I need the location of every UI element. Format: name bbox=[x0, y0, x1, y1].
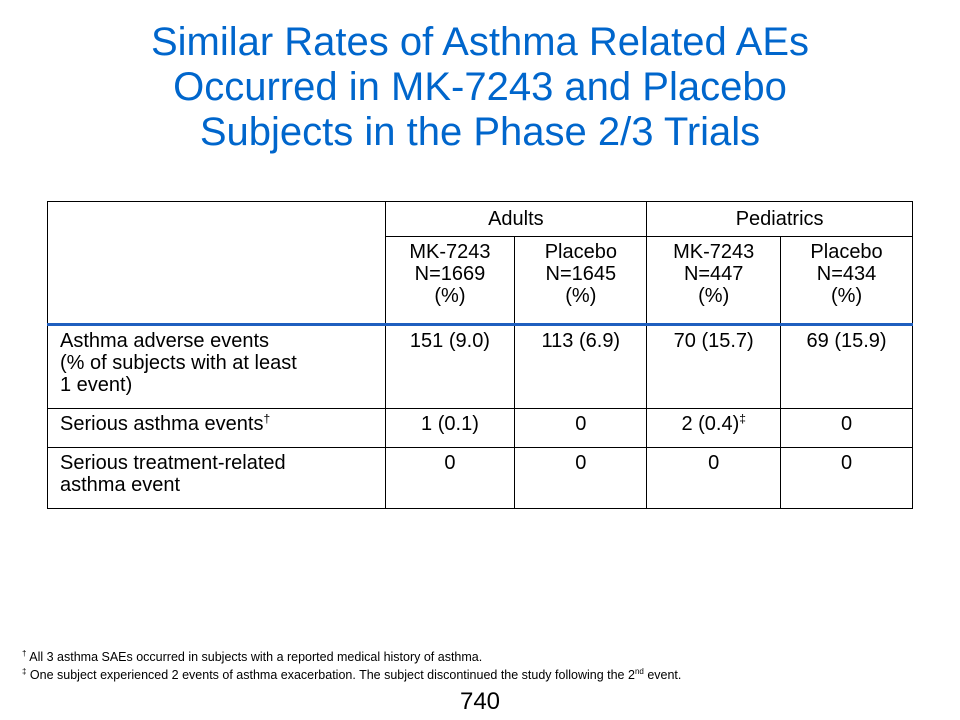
footnote-text: One subject experienced 2 events of asth… bbox=[26, 668, 635, 682]
column-header-line: N=1669 bbox=[414, 263, 486, 285]
row-label-line: asthma event bbox=[60, 474, 181, 496]
table-cell: 113 (6.9) bbox=[514, 324, 648, 409]
title-line-3: Subjects in the Phase 2/3 Trials bbox=[199, 110, 761, 154]
title-line-2: Occurred in MK-7243 and Placebo bbox=[173, 65, 787, 109]
table-cell: 0 bbox=[780, 408, 913, 448]
page-number: 740 bbox=[459, 688, 501, 715]
table-cell: 0 bbox=[514, 408, 648, 448]
ordinal-suffix: nd bbox=[634, 666, 644, 676]
footnote-double-dagger: ‡ One subject experienced 2 events of as… bbox=[22, 666, 942, 684]
column-header-line: (%) bbox=[434, 285, 466, 307]
table-cell: 1 (0.1) bbox=[384, 408, 516, 448]
row-label-serious-asthma-events: Serious asthma events† bbox=[47, 408, 386, 448]
table-cell: 0 bbox=[384, 447, 516, 509]
column-header-adults-mk7243: MK-7243 N=1669 (%) bbox=[384, 236, 516, 326]
row-label-line: (% of subjects with at least bbox=[60, 352, 297, 374]
row-label-line: Asthma adverse events bbox=[60, 330, 269, 352]
table-cell: 0 bbox=[646, 447, 782, 509]
row-label-line: Serious treatment-related bbox=[60, 452, 286, 474]
column-header-line: MK-7243 bbox=[409, 241, 491, 263]
table-cell: 2 (0.4)‡ bbox=[646, 408, 782, 448]
table-corner-cell bbox=[47, 201, 386, 326]
table-cell-value: 2 (0.4) bbox=[681, 413, 740, 435]
dagger-footnote-marker: † bbox=[263, 411, 271, 426]
column-header-line: (%) bbox=[698, 285, 730, 307]
table-column-header-row: MK-7243 N=1669 (%) Placebo N=1645 (%) MK… bbox=[48, 236, 913, 326]
title-line-1: Similar Rates of Asthma Related AEs bbox=[150, 20, 810, 64]
table-cell: 0 bbox=[514, 447, 648, 509]
double-dagger-mark: ‡ bbox=[22, 666, 27, 676]
footnote-dagger: † All 3 asthma SAEs occurred in subjects… bbox=[22, 648, 942, 666]
column-header-adults-placebo: Placebo N=1645 (%) bbox=[514, 236, 648, 326]
group-header-adults: Adults bbox=[384, 201, 648, 237]
dagger-mark: † bbox=[22, 648, 27, 658]
table-row: Serious asthma events† 1 (0.1) 0 2 (0.4)… bbox=[47, 408, 913, 448]
table-cell: 151 (9.0) bbox=[384, 324, 516, 409]
column-header-line: N=1645 bbox=[545, 263, 617, 285]
row-label-text: Serious asthma events bbox=[60, 413, 264, 435]
row-label-serious-treatment-related: Serious treatment-related asthma event bbox=[47, 447, 386, 509]
column-header-line: N=447 bbox=[683, 263, 744, 285]
slide-title: Similar Rates of Asthma Related AEs Occu… bbox=[40, 20, 920, 155]
column-header-line: (%) bbox=[831, 285, 863, 307]
group-header-pediatrics: Pediatrics bbox=[646, 201, 913, 237]
table-cell: 69 (15.9) bbox=[780, 324, 913, 409]
row-label-asthma-adverse-events: Asthma adverse events (% of subjects wit… bbox=[47, 324, 386, 409]
column-header-line: Placebo bbox=[544, 241, 617, 263]
column-header-line: Placebo bbox=[810, 241, 883, 263]
column-header-pediatrics-mk7243: MK-7243 N=447 (%) bbox=[646, 236, 782, 326]
table-row: Asthma adverse events (% of subjects wit… bbox=[47, 324, 913, 409]
double-dagger-footnote-marker: ‡ bbox=[739, 411, 746, 426]
column-header-line: MK-7243 bbox=[673, 241, 755, 263]
table-group-header-row: Adults Pediatrics bbox=[47, 201, 913, 326]
row-label-line: 1 event) bbox=[60, 374, 133, 396]
table-row: Serious treatment-related asthma event 0… bbox=[47, 447, 913, 509]
asthma-events-table: Adults Pediatrics MK-7243 N=1669 (%) Pla… bbox=[47, 201, 913, 509]
table-cell: 0 bbox=[780, 447, 913, 509]
table-cell: 70 (15.7) bbox=[646, 324, 782, 409]
footnotes: † All 3 asthma SAEs occurred in subjects… bbox=[22, 648, 942, 684]
column-header-line: N=434 bbox=[816, 263, 877, 285]
column-header-pediatrics-placebo: Placebo N=434 (%) bbox=[780, 236, 913, 326]
column-header-line: (%) bbox=[565, 285, 597, 307]
footnote-text-end: event. bbox=[643, 668, 682, 682]
footnote-text: All 3 asthma SAEs occurred in subjects w… bbox=[26, 650, 483, 664]
